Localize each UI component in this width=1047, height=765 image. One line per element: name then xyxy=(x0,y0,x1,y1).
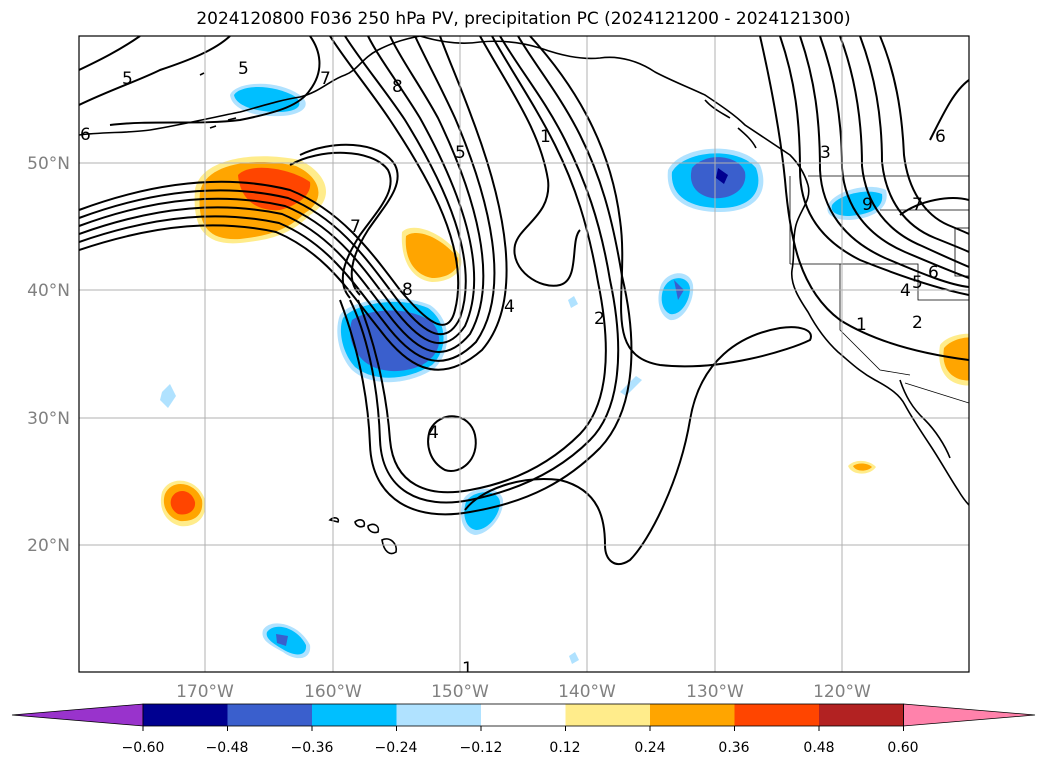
lat-label: 20°N xyxy=(27,536,70,556)
contour-label: 6 xyxy=(928,263,939,283)
contour-label: 5 xyxy=(912,273,923,293)
political-borders xyxy=(789,175,969,404)
lon-label: 160°W xyxy=(304,682,362,702)
map-area: 5 5 6 7 8 1 5 3 6 7 9 7 8 4 2 4 1 2 4 5 … xyxy=(79,36,969,679)
colorbar-tick-labels: −0.60 −0.48 −0.36 −0.24 −0.12 0.12 0.24 … xyxy=(122,740,919,756)
colorbar-swatch xyxy=(227,704,312,726)
lon-label: 150°W xyxy=(431,682,489,702)
contour-label: 1 xyxy=(462,659,473,679)
contour-label: 2 xyxy=(912,313,923,333)
contour-label: 9 xyxy=(862,195,873,215)
colorbar-tick-label: −0.12 xyxy=(460,740,503,756)
colorbar-tick-label: 0.12 xyxy=(549,740,580,756)
contour-label: 4 xyxy=(900,281,911,301)
colorbar-extend-high xyxy=(903,703,1036,727)
lat-label: 30°N xyxy=(27,409,70,429)
contour-label: 2 xyxy=(594,309,605,329)
contour-label: 4 xyxy=(504,297,515,317)
contour-label: 6 xyxy=(80,125,91,145)
colorbar-swatch xyxy=(819,704,904,726)
contour-label: 8 xyxy=(402,280,413,300)
colorbar-swatch xyxy=(734,704,819,726)
contour-label: 8 xyxy=(392,77,403,97)
lon-label: 170°W xyxy=(176,682,234,702)
colorbar-swatch xyxy=(481,704,566,726)
colorbar-tick-label: 0.24 xyxy=(634,740,665,756)
colorbar-tick-label: −0.60 xyxy=(122,740,165,756)
contour-label: 6 xyxy=(935,127,946,147)
colorbar-swatch xyxy=(650,704,735,726)
gridlines xyxy=(79,36,969,672)
contour-label: 7 xyxy=(350,217,361,237)
colorbar-swatch xyxy=(143,704,228,726)
contour-label: 4 xyxy=(428,423,439,443)
contour-label: 7 xyxy=(912,195,923,215)
latitude-labels: 50°N 40°N 30°N 20°N xyxy=(27,154,70,556)
colorbar-swatch xyxy=(565,704,650,726)
colorbar-tick-label: −0.36 xyxy=(291,740,334,756)
contour-label: 5 xyxy=(122,69,133,89)
colorbar-tick-label: 0.36 xyxy=(718,740,749,756)
colorbar-tick-label: 0.60 xyxy=(887,740,918,756)
map-title: 2024120800 F036 250 hPa PV, precipitatio… xyxy=(196,9,851,29)
map-frame xyxy=(78,35,970,673)
contour-label: 7 xyxy=(320,69,331,89)
colorbar-outline xyxy=(142,703,904,727)
colorbar-tick-label: −0.48 xyxy=(206,740,249,756)
lon-label: 130°W xyxy=(686,682,744,702)
contour-label: 1 xyxy=(540,127,551,147)
colorbar-swatch xyxy=(396,704,481,726)
longitude-labels: 170°W 160°W 150°W 140°W 130°W 120°W xyxy=(176,682,871,702)
lon-label: 120°W xyxy=(813,682,871,702)
contour-label: 1 xyxy=(856,315,867,335)
contour-label: 3 xyxy=(820,143,831,163)
lat-label: 50°N xyxy=(27,154,70,174)
contour-label: 5 xyxy=(238,59,249,79)
lon-label: 140°W xyxy=(558,682,616,702)
colorbar xyxy=(11,703,1036,731)
coastlines xyxy=(79,36,969,555)
contour-label: 5 xyxy=(455,143,466,163)
contour-labels: 5 5 6 7 8 1 5 3 6 7 9 7 8 4 2 4 1 2 4 5 … xyxy=(80,59,946,679)
lat-label: 40°N xyxy=(27,281,70,301)
colorbar-tick-label: 0.48 xyxy=(803,740,834,756)
colorbar-extend-low xyxy=(11,703,144,727)
precip-shading xyxy=(160,83,969,664)
colorbar-swatch xyxy=(312,704,397,726)
pv-contours xyxy=(79,36,969,565)
colorbar-tick-label: −0.24 xyxy=(375,740,418,756)
